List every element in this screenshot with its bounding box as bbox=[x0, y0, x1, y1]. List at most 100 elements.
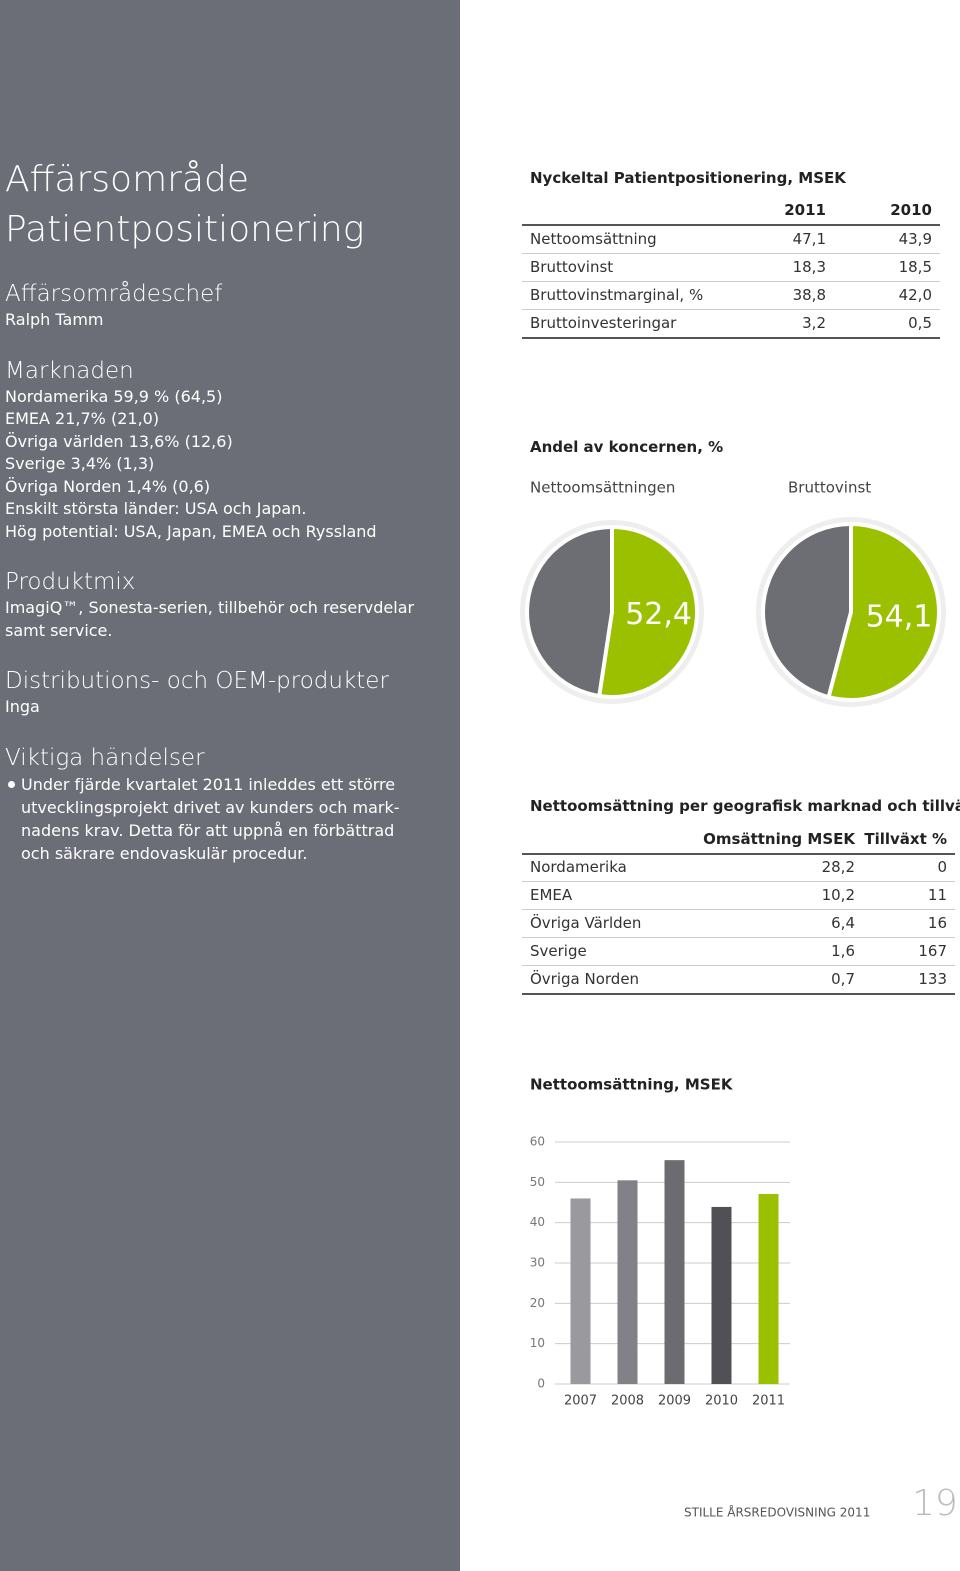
y-tick-label: 0 bbox=[537, 1377, 545, 1391]
cell-value: 42,0 bbox=[898, 286, 932, 304]
x-tick-label: 2010 bbox=[705, 1394, 738, 1409]
sidebar: Affärsområde Patientpositionering Affärsom… bbox=[0, 0, 460, 1571]
pie-slice bbox=[596, 524, 699, 699]
value-label: 54,1 bbox=[866, 600, 933, 635]
bullet-line: Under fjärde kvartalet 2011 inleddes ett… bbox=[5, 773, 460, 796]
table-title: Nyckeltal Patientpositionering, MSEK bbox=[530, 169, 846, 187]
row-label: Bruttovinstmarginal, % bbox=[530, 286, 704, 304]
cell-value: 11 bbox=[927, 886, 947, 904]
row-rule bbox=[522, 881, 955, 882]
x-tick-label: 2009 bbox=[658, 1394, 691, 1409]
sidebar-title: Patientpositionering bbox=[5, 209, 365, 250]
cell-value: 38,8 bbox=[792, 286, 826, 304]
cell-value: 47,1 bbox=[792, 230, 826, 248]
section-line: ImagiQ™, Sonesta-serien, tillbehör och r… bbox=[5, 598, 415, 617]
section-line: Inga bbox=[5, 697, 40, 716]
bar bbox=[758, 1194, 779, 1384]
bar bbox=[617, 1180, 638, 1384]
table-title: Nettoomsättning per geografisk marknad o… bbox=[530, 797, 960, 815]
sidebar-title: Affärsområde bbox=[5, 159, 250, 200]
row-rule bbox=[522, 253, 940, 254]
y-tick-label: 10 bbox=[530, 1336, 545, 1350]
bullet-line: nadens krav. Detta för att uppnå en förb… bbox=[21, 820, 395, 840]
y-tick-label: 30 bbox=[530, 1256, 545, 1270]
rule bbox=[522, 993, 955, 995]
section-line: Övriga Norden 1,4% (0,6) bbox=[5, 476, 211, 496]
section-line: Nordamerika 59,9 % (64,5) bbox=[5, 386, 223, 406]
bullet-line: och säkrare endovaskulär procedur. bbox=[21, 843, 308, 863]
rule bbox=[522, 337, 940, 339]
row-label: Nordamerika bbox=[530, 858, 627, 876]
cell-value: 133 bbox=[918, 970, 947, 988]
section: Marknaden Nordamerika 59,9 % (64,5) EMEA 2… bbox=[5, 356, 460, 544]
column-header: Omsättning MSEK bbox=[703, 830, 855, 848]
pie-title: Bruttovinst bbox=[788, 479, 871, 497]
cell-value: 16 bbox=[927, 914, 947, 932]
section-heading: Marknaden bbox=[5, 357, 134, 384]
section: Affärsområdeschef Ralph Tamm bbox=[5, 279, 460, 332]
bar bbox=[664, 1160, 685, 1384]
x-tick-label: 2007 bbox=[564, 1394, 597, 1409]
bullet bbox=[8, 780, 15, 788]
rule bbox=[522, 853, 955, 855]
cell-value: 10,2 bbox=[821, 886, 855, 904]
cell-value: 0 bbox=[937, 858, 947, 876]
cell-value: 0,5 bbox=[908, 314, 932, 332]
cell-value: 18,5 bbox=[898, 258, 932, 276]
cell-value: 43,9 bbox=[898, 230, 932, 248]
page-number: 19 bbox=[912, 1483, 958, 1524]
bar bbox=[570, 1198, 591, 1384]
y-tick-label: 50 bbox=[530, 1175, 545, 1189]
x-tick-label: 2008 bbox=[611, 1394, 644, 1409]
section-title: Andel av koncernen, % bbox=[530, 438, 724, 456]
section: Distributions- och OEM-produkter Inga bbox=[5, 666, 460, 719]
cell-value: 167 bbox=[918, 942, 947, 960]
row-label: Övriga Världen bbox=[530, 914, 642, 932]
cell-value: 28,2 bbox=[821, 858, 855, 876]
row-label: Bruttovinst bbox=[530, 258, 614, 276]
value-label: 52,4 bbox=[625, 597, 692, 632]
chart-title: Nettoomsättning, MSEK bbox=[530, 1076, 734, 1094]
x-tick-label: 2011 bbox=[752, 1394, 785, 1409]
section-heading: Produktmix bbox=[5, 569, 136, 595]
section-heading: Viktiga händelser bbox=[5, 744, 205, 771]
column-header: 2011 bbox=[784, 201, 826, 219]
row-rule bbox=[522, 937, 955, 938]
section: Produktmix ImagiQ™, Sonesta-serien, tillb… bbox=[5, 567, 460, 642]
pie-title: Nettoomsättningen bbox=[530, 479, 675, 497]
rule bbox=[522, 224, 940, 226]
section-heading: Distributions- och OEM-produkter bbox=[5, 668, 389, 694]
row-rule bbox=[522, 965, 955, 966]
column-header: 2010 bbox=[890, 201, 932, 219]
row-label: Övriga Norden bbox=[530, 970, 640, 988]
row-label: Bruttoinvesteringar bbox=[530, 314, 677, 332]
y-tick-label: 20 bbox=[530, 1296, 545, 1310]
bullet-line: utvecklingsprojekt drivet av kunders och… bbox=[21, 797, 400, 817]
bar bbox=[711, 1206, 732, 1384]
section-line: Enskilt största länder: USA och Japan. bbox=[5, 499, 307, 518]
row-rule bbox=[522, 281, 940, 282]
row-rule bbox=[522, 309, 940, 310]
cell-value: 18,3 bbox=[792, 258, 826, 276]
section-line: Hög potential: USA, Japan, EMEA och Ryss… bbox=[5, 521, 377, 541]
column-header: Tillväxt % bbox=[864, 830, 947, 848]
section-line: Övriga världen 13,6% (12,6) bbox=[5, 431, 233, 451]
row-label: Nettoomsättning bbox=[530, 230, 657, 248]
row-label: Sverige bbox=[530, 942, 587, 960]
cell-value: 6,4 bbox=[831, 914, 855, 932]
y-tick-label: 40 bbox=[530, 1215, 545, 1229]
row-label: EMEA bbox=[530, 886, 573, 904]
section-line: Ralph Tamm bbox=[5, 310, 104, 329]
pie-slice bbox=[826, 521, 941, 702]
section-line: samt service. bbox=[5, 620, 113, 640]
footer-text: STILLE ÅRSREDOVISNING 2011 bbox=[684, 1505, 870, 1520]
section-heading: Affärsområdeschef bbox=[5, 281, 223, 307]
cell-value: 0,7 bbox=[831, 970, 855, 988]
section-line: Sverige 3,4% (1,3) bbox=[5, 454, 155, 473]
section: Viktiga händelser Under fjärde kvartalet … bbox=[5, 743, 460, 865]
cell-value: 1,6 bbox=[831, 942, 855, 960]
row-rule bbox=[522, 909, 955, 910]
section-line: EMEA 21,7% (21,0) bbox=[5, 409, 160, 428]
